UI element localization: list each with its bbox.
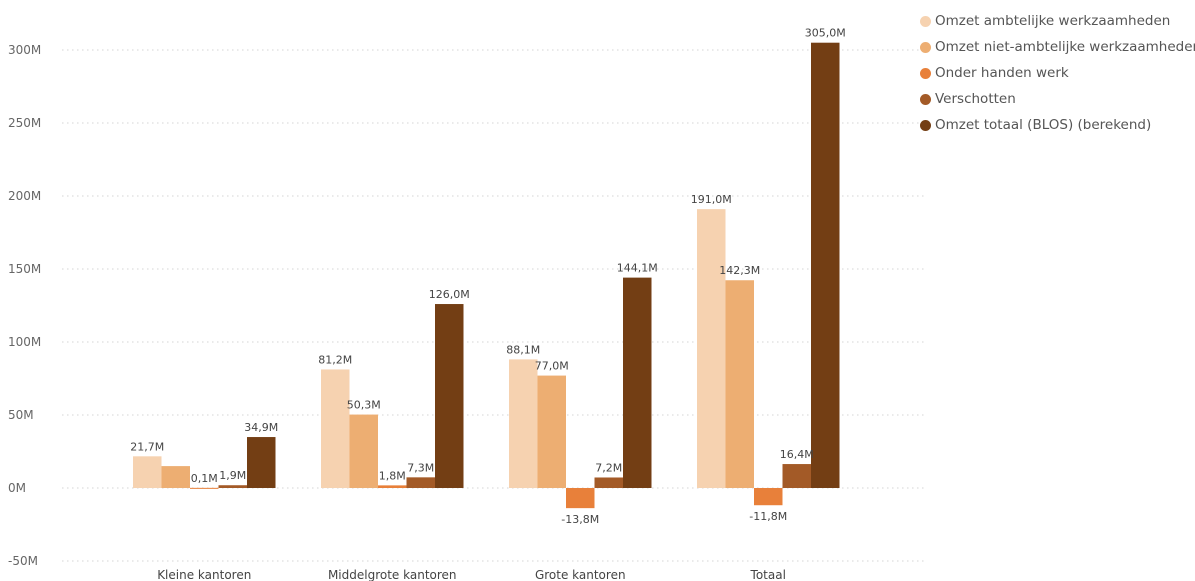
legend-item[interactable]: Verschotten: [920, 86, 1195, 112]
x-category-label: Kleine kantoren: [157, 568, 251, 581]
data-label: 191,0M: [691, 193, 732, 206]
bar: [509, 359, 538, 488]
bar: [349, 414, 378, 488]
legend-item[interactable]: Omzet ambtelijke werkzaamheden: [920, 8, 1195, 34]
bar: [623, 277, 652, 488]
data-label: 126,0M: [429, 288, 470, 301]
bar: [321, 369, 350, 488]
x-category-label: Totaal: [750, 568, 786, 581]
bar: [697, 209, 726, 488]
y-axis: -50M 0M 50M 100M 150M 200M 250M 300M: [8, 43, 41, 568]
bar: [133, 456, 162, 488]
bar: [190, 487, 219, 489]
legend-label: Verschotten: [935, 91, 1016, 107]
data-label: 7,3M: [407, 461, 434, 474]
y-tick-label: -50M: [8, 554, 38, 568]
bar: [725, 280, 754, 488]
bar: [435, 304, 464, 488]
bar: [566, 488, 595, 509]
bar: [406, 477, 435, 488]
legend-label: Omzet totaal (BLOS) (berekend): [935, 117, 1152, 133]
legend-label: Onder handen werk: [935, 65, 1069, 81]
bar: [594, 477, 623, 488]
data-label: 1,8M: [379, 469, 406, 482]
data-label: -11,8M: [749, 510, 787, 523]
bar: [811, 42, 840, 488]
x-category-label: Middelgrote kantoren: [328, 568, 457, 581]
bar: [537, 375, 566, 488]
data-label: 144,1M: [617, 262, 658, 275]
data-label: -13,8M: [561, 513, 599, 526]
data-label: 0,1M: [191, 472, 218, 485]
legend-item[interactable]: Omzet niet-ambtelijke werkzaamheden: [920, 34, 1195, 60]
bar: [218, 485, 247, 488]
gridlines: [62, 49, 925, 562]
data-label: 77,0M: [535, 360, 569, 373]
legend-swatch: [920, 119, 931, 131]
data-label: 34,9M: [244, 421, 278, 434]
bar: [782, 464, 811, 488]
data-label: 142,3M: [719, 264, 760, 277]
y-tick-label: 250M: [8, 116, 41, 130]
legend-label: Omzet niet-ambtelijke werkzaamheden: [935, 39, 1195, 55]
y-tick-label: 200M: [8, 189, 41, 203]
y-tick-label: 100M: [8, 335, 41, 349]
data-label: 81,2M: [318, 353, 352, 366]
y-tick-label: 50M: [8, 408, 34, 422]
legend-item[interactable]: Omzet totaal (BLOS) (berekend): [920, 112, 1195, 138]
bar: [378, 485, 407, 488]
data-label: 88,1M: [506, 343, 540, 356]
bar: [754, 488, 783, 506]
data-label: 1,9M: [219, 469, 246, 482]
bars: [133, 42, 840, 509]
data-label: 50,3M: [347, 399, 381, 412]
bar: [161, 466, 190, 488]
bar: [247, 437, 276, 488]
data-label: 305,0M: [805, 27, 846, 40]
legend-swatch: [920, 67, 931, 79]
x-axis: Kleine kantoren Middelgrote kantoren Grote…: [157, 568, 786, 581]
data-labels: 21,7M 81,2M 88,1M 191,0M 50,3M 77,0M 142,3M 0,1…: [130, 27, 845, 526]
data-label: 16,4M: [780, 448, 814, 461]
y-tick-label: 300M: [8, 43, 41, 57]
x-category-label: Grote kantoren: [535, 568, 626, 581]
legend-swatch: [920, 15, 931, 27]
legend-label: Omzet ambtelijke werkzaamheden: [935, 13, 1171, 29]
y-tick-label: 0M: [8, 481, 26, 495]
y-tick-label: 150M: [8, 262, 41, 276]
data-label: 7,2M: [595, 461, 622, 474]
legend-item[interactable]: Onder handen werk: [920, 60, 1195, 86]
legend-swatch: [920, 93, 931, 105]
legend: Omzet ambtelijke werkzaamheden Omzet niet…: [920, 8, 1195, 138]
legend-swatch: [920, 41, 931, 53]
data-label: 21,7M: [130, 440, 164, 453]
